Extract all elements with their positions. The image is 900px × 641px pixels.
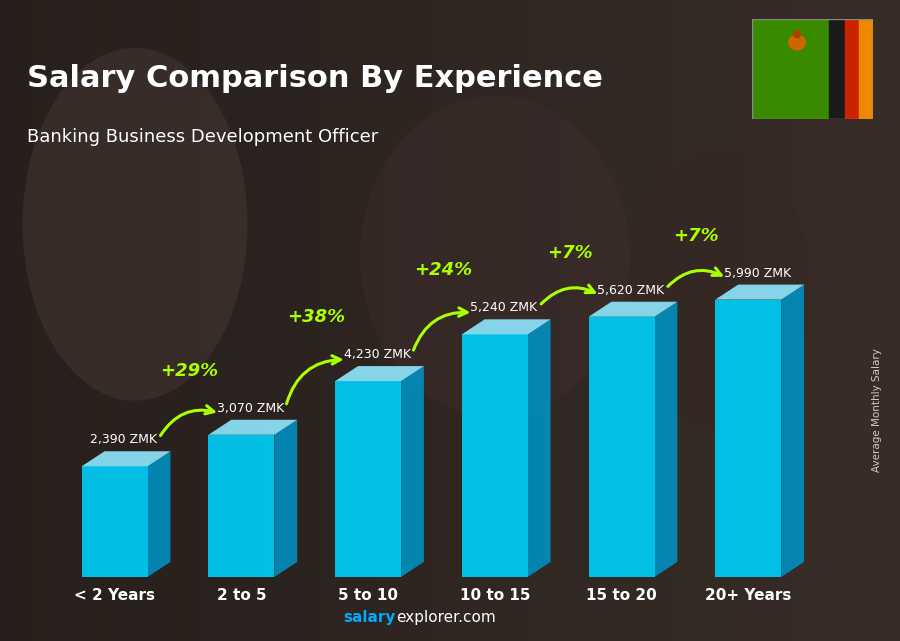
Text: Salary Comparison By Experience: Salary Comparison By Experience xyxy=(27,64,603,93)
Polygon shape xyxy=(589,317,654,577)
Polygon shape xyxy=(716,285,804,299)
Polygon shape xyxy=(82,466,148,577)
Bar xyxy=(860,19,873,119)
Ellipse shape xyxy=(630,144,810,433)
Text: explorer.com: explorer.com xyxy=(396,610,496,625)
Polygon shape xyxy=(209,420,297,435)
Ellipse shape xyxy=(788,35,806,50)
Polygon shape xyxy=(335,366,424,381)
Polygon shape xyxy=(716,299,781,577)
Text: +7%: +7% xyxy=(673,227,719,245)
Text: +29%: +29% xyxy=(160,362,219,379)
Polygon shape xyxy=(589,302,678,317)
Polygon shape xyxy=(462,335,527,577)
Polygon shape xyxy=(335,381,401,577)
Polygon shape xyxy=(462,319,551,335)
Bar xyxy=(845,19,859,119)
Bar xyxy=(829,19,845,119)
Text: +38%: +38% xyxy=(287,308,346,326)
Ellipse shape xyxy=(22,48,248,401)
Text: 2,390 ZMK: 2,390 ZMK xyxy=(90,433,158,446)
Text: 5,990 ZMK: 5,990 ZMK xyxy=(724,267,791,279)
Polygon shape xyxy=(274,420,297,577)
Polygon shape xyxy=(82,451,170,466)
Polygon shape xyxy=(527,319,551,577)
Text: 5,620 ZMK: 5,620 ZMK xyxy=(597,284,664,297)
Text: 3,070 ZMK: 3,070 ZMK xyxy=(217,402,284,415)
Text: Average Monthly Salary: Average Monthly Salary xyxy=(872,348,883,472)
Polygon shape xyxy=(401,366,424,577)
Polygon shape xyxy=(654,302,678,577)
Text: +7%: +7% xyxy=(547,244,592,262)
Text: 4,230 ZMK: 4,230 ZMK xyxy=(344,348,410,361)
Text: 5,240 ZMK: 5,240 ZMK xyxy=(471,301,537,314)
Ellipse shape xyxy=(794,31,800,38)
Text: +24%: +24% xyxy=(414,262,472,279)
Polygon shape xyxy=(781,285,804,577)
Ellipse shape xyxy=(360,96,630,417)
Polygon shape xyxy=(148,451,170,577)
Text: salary: salary xyxy=(344,610,396,625)
Polygon shape xyxy=(209,435,274,577)
Text: Banking Business Development Officer: Banking Business Development Officer xyxy=(27,128,378,146)
